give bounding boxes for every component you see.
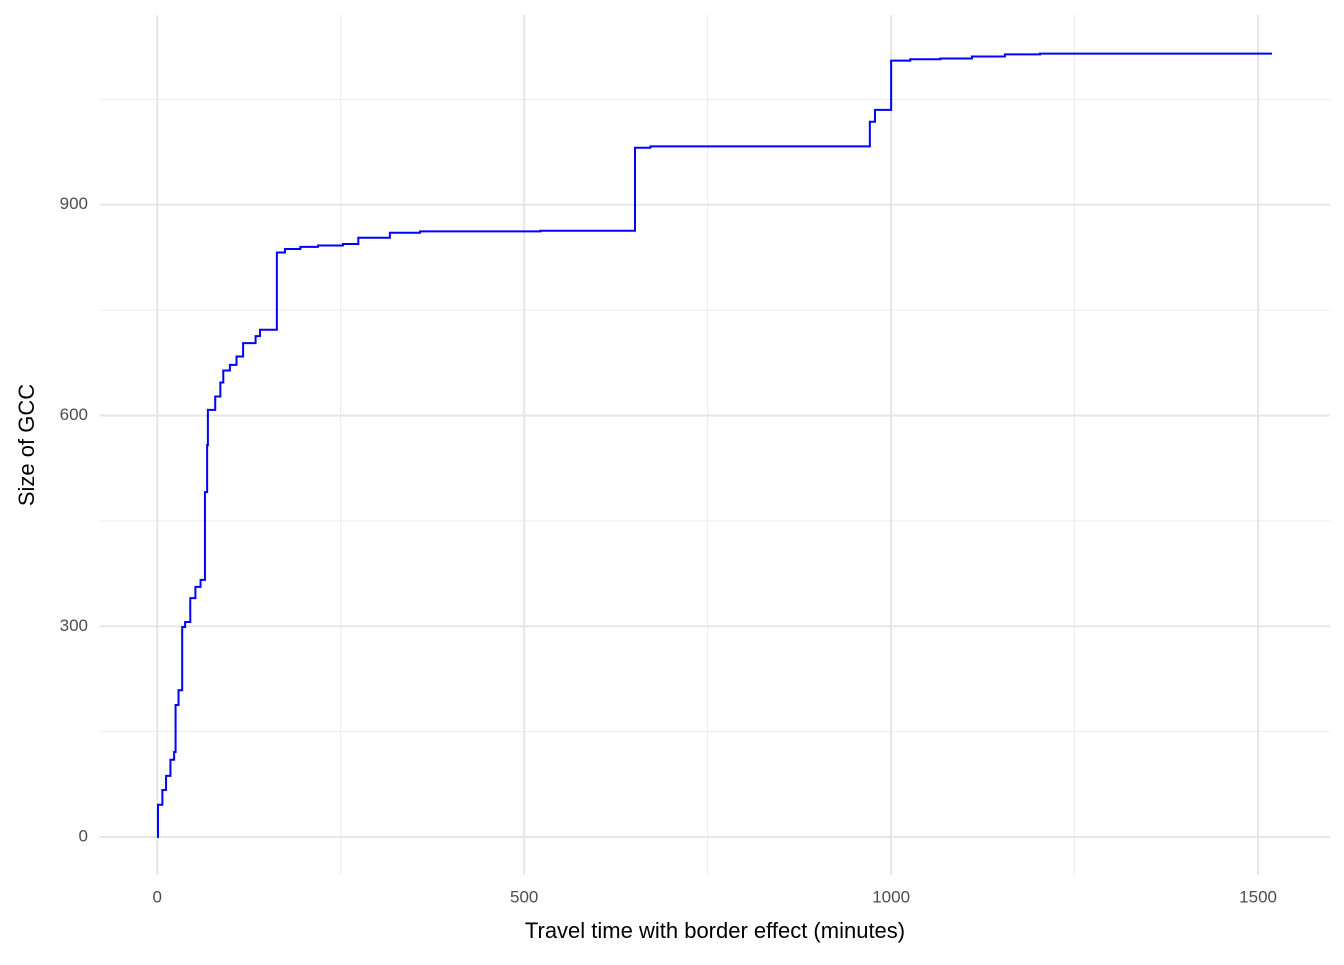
- y-tick-label: 600: [60, 405, 88, 424]
- y-tick-label: 300: [60, 616, 88, 635]
- y-tick-label: 0: [79, 827, 88, 846]
- x-tick-label: 1000: [872, 887, 910, 906]
- x-tick-label: 1500: [1239, 887, 1277, 906]
- y-tick-label: 900: [60, 194, 88, 213]
- y-axis-title: Size of GCC: [14, 384, 39, 506]
- step-line: [156, 52, 1273, 839]
- x-axis-title: Travel time with border effect (minutes): [525, 918, 905, 943]
- x-tick-label: 0: [153, 887, 162, 906]
- x-tick-label: 500: [510, 887, 538, 906]
